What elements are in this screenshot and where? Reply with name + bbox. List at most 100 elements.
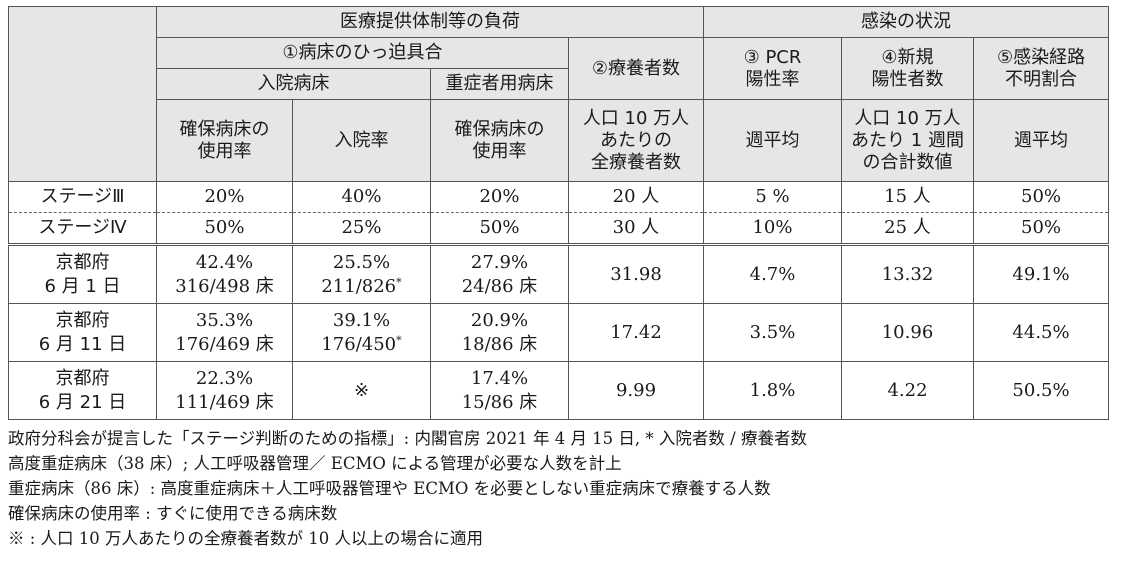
cell-bed: 35.3% 176/469 床 bbox=[156, 303, 293, 362]
adm-count-line: 211/826* bbox=[295, 275, 428, 299]
cell-new: 4.22 bbox=[841, 361, 974, 420]
row-label: 京都府 6 月 21 日 bbox=[8, 361, 157, 420]
stage-label: ステージⅢ bbox=[8, 181, 157, 213]
adm-pct: 25.5% bbox=[332, 251, 391, 273]
desc-new-positive: 人口 10 万人 あたり 1 週間 の合計数値 bbox=[841, 99, 974, 182]
desc-severe-usage: 確保病床の 使用率 bbox=[430, 99, 569, 182]
stage-row: ステージⅢ 20% 40% 20% 20 人 5 % 15 人 50% bbox=[8, 181, 1110, 213]
desc-unknown-route: 週平均 bbox=[972, 99, 1110, 182]
adm-mark: * bbox=[396, 333, 402, 347]
cell-pcr: 4.7% bbox=[703, 244, 842, 304]
desc-pcr: 週平均 bbox=[703, 99, 842, 182]
sev-pct: 17.4% bbox=[470, 367, 529, 389]
cell-recup: 9.99 bbox=[568, 361, 704, 420]
stage-severe: 50% bbox=[430, 212, 569, 246]
stage-admission: 40% bbox=[292, 181, 431, 213]
cell-bed: 42.4% 316/498 床 bbox=[156, 244, 293, 304]
stage-recup: 20 人 bbox=[568, 181, 704, 213]
data-row: 京都府 6 月 21 日 22.3% 111/469 床 ※ 17.4% 15/86 … bbox=[8, 361, 1110, 420]
row-label: 京都府 6 月 1 日 bbox=[8, 244, 157, 304]
desc-recup-3: 全療養者数 bbox=[591, 151, 681, 173]
cell-severe: 27.9% 24/86 床 bbox=[430, 244, 569, 304]
stage-pcr: 5 % bbox=[703, 181, 842, 213]
header-pcr-line2: 陽性率 bbox=[745, 68, 800, 90]
cell-bed: 22.3% 111/469 床 bbox=[156, 361, 293, 420]
cell-admission: 25.5% 211/826* bbox=[292, 244, 431, 304]
stage-severe: 20% bbox=[430, 181, 569, 213]
footnote: 高度重症病床（38 床）; 人工呼吸器管理／ ECMO による管理が必要な人数を… bbox=[8, 454, 622, 473]
sev-count: 15/86 床 bbox=[461, 391, 538, 413]
adm-pct: 39.1% bbox=[332, 309, 391, 331]
desc-recup-1: 人口 10 万人 bbox=[582, 107, 690, 129]
header-severe-beds: 重症者用病床 bbox=[430, 68, 569, 100]
cell-severe: 17.4% 15/86 床 bbox=[430, 361, 569, 420]
stage-new: 25 人 bbox=[841, 212, 974, 246]
header-unknown-line1: ⑤感染経路 bbox=[996, 46, 1086, 68]
bed-count: 111/469 床 bbox=[175, 391, 274, 413]
header-new-positive: ④新規 陽性者数 bbox=[841, 37, 974, 100]
header-pcr: ③ PCR 陽性率 bbox=[703, 37, 842, 100]
data-row: 京都府 6 月 1 日 42.4% 316/498 床 25.5% 211/826* … bbox=[8, 244, 1110, 304]
header-pcr-line1: ③ PCR bbox=[743, 46, 802, 68]
stage-unknown: 50% bbox=[972, 212, 1110, 246]
header-inpatient-beds: 入院病床 bbox=[156, 68, 431, 100]
cell-admission: ※ bbox=[292, 361, 431, 420]
header-bed-pressure: ①病床のひっ迫具合 bbox=[156, 37, 569, 69]
cell-severe: 20.9% 18/86 床 bbox=[430, 303, 569, 362]
cell-pcr: 3.5% bbox=[703, 303, 842, 362]
desc-severe-usage-1: 確保病床の bbox=[454, 118, 545, 140]
desc-new-3: の合計数値 bbox=[862, 151, 953, 173]
row-label-pref: 京都府 bbox=[55, 251, 110, 273]
stage-bed: 50% bbox=[156, 212, 293, 246]
row-label-pref: 京都府 bbox=[55, 367, 110, 389]
sev-count: 24/86 床 bbox=[461, 275, 538, 297]
desc-bed-usage-2: 使用率 bbox=[197, 140, 252, 162]
cell-recup: 31.98 bbox=[568, 244, 704, 304]
footnote: 政府分科会が提言した「ステージ判断のための指標」: 内閣官房 2021 年 4 … bbox=[8, 429, 807, 448]
desc-severe-usage-2: 使用率 bbox=[472, 140, 527, 162]
stage-admission: 25% bbox=[292, 212, 431, 246]
bed-pct: 35.3% bbox=[195, 309, 254, 331]
header-unknown-route: ⑤感染経路 不明割合 bbox=[972, 37, 1110, 100]
bed-count: 316/498 床 bbox=[175, 275, 274, 297]
cell-unknown: 44.5% bbox=[972, 303, 1110, 362]
header-recuperating: ②療養者数 bbox=[568, 37, 704, 100]
cell-unknown: 49.1% bbox=[972, 244, 1110, 304]
stage-label: ステージⅣ bbox=[8, 212, 157, 246]
stage-bed: 20% bbox=[156, 181, 293, 213]
desc-bed-usage: 確保病床の 使用率 bbox=[156, 99, 293, 182]
cell-new: 13.32 bbox=[841, 244, 974, 304]
footnote: 重症病床（86 床）: 高度重症病床＋人工呼吸器管理や ECMO を必要としない… bbox=[8, 479, 771, 498]
desc-new-2: あたり 1 週間 bbox=[851, 129, 964, 151]
adm-mark: * bbox=[396, 275, 402, 289]
footnote: 確保病床の使用率 : すぐに使用できる病床数 bbox=[8, 504, 338, 523]
cell-unknown: 50.5% bbox=[972, 361, 1110, 420]
stage-recup: 30 人 bbox=[568, 212, 704, 246]
bed-pct: 42.4% bbox=[195, 251, 254, 273]
cell-pcr: 1.8% bbox=[703, 361, 842, 420]
header-new-line2: 陽性者数 bbox=[871, 68, 944, 90]
desc-recuperating: 人口 10 万人 あたりの 全療養者数 bbox=[568, 99, 704, 182]
desc-recup-2: あたりの bbox=[600, 129, 672, 151]
footnotes: 政府分科会が提言した「ステージ判断のための指標」: 内閣官房 2021 年 4 … bbox=[8, 426, 1108, 551]
sev-pct: 27.9% bbox=[470, 251, 529, 273]
header-burden: 医療提供体制等の負荷 bbox=[156, 6, 704, 38]
indicator-table: 医療提供体制等の負荷 感染の状況 ①病床のひっ迫具合 ②療養者数 ③ PCR 陽性… bbox=[8, 6, 1110, 420]
header-unknown-line2: 不明割合 bbox=[1005, 68, 1078, 90]
row-label: 京都府 6 月 11 日 bbox=[8, 303, 157, 362]
stage-new: 15 人 bbox=[841, 181, 974, 213]
document: 医療提供体制等の負荷 感染の状況 ①病床のひっ迫具合 ②療養者数 ③ PCR 陽性… bbox=[8, 6, 1110, 551]
stage-row: ステージⅣ 50% 25% 50% 30 人 10% 25 人 50% bbox=[8, 212, 1110, 246]
cell-admission: 39.1% 176/450* bbox=[292, 303, 431, 362]
adm-count-line: 176/450* bbox=[295, 333, 428, 357]
sev-pct: 20.9% bbox=[470, 309, 529, 331]
cell-new: 10.96 bbox=[841, 303, 974, 362]
bed-pct: 22.3% bbox=[195, 367, 254, 389]
desc-new-1: 人口 10 万人 bbox=[854, 107, 961, 129]
adm-count: 211/826 bbox=[321, 275, 397, 297]
header-new-line1: ④新規 bbox=[881, 46, 934, 68]
row-label-date: 6 月 21 日 bbox=[38, 391, 127, 413]
row-label-date: 6 月 11 日 bbox=[38, 333, 127, 355]
corner-cell bbox=[8, 6, 157, 182]
data-row: 京都府 6 月 11 日 35.3% 176/469 床 39.1% 176/450*… bbox=[8, 303, 1110, 362]
